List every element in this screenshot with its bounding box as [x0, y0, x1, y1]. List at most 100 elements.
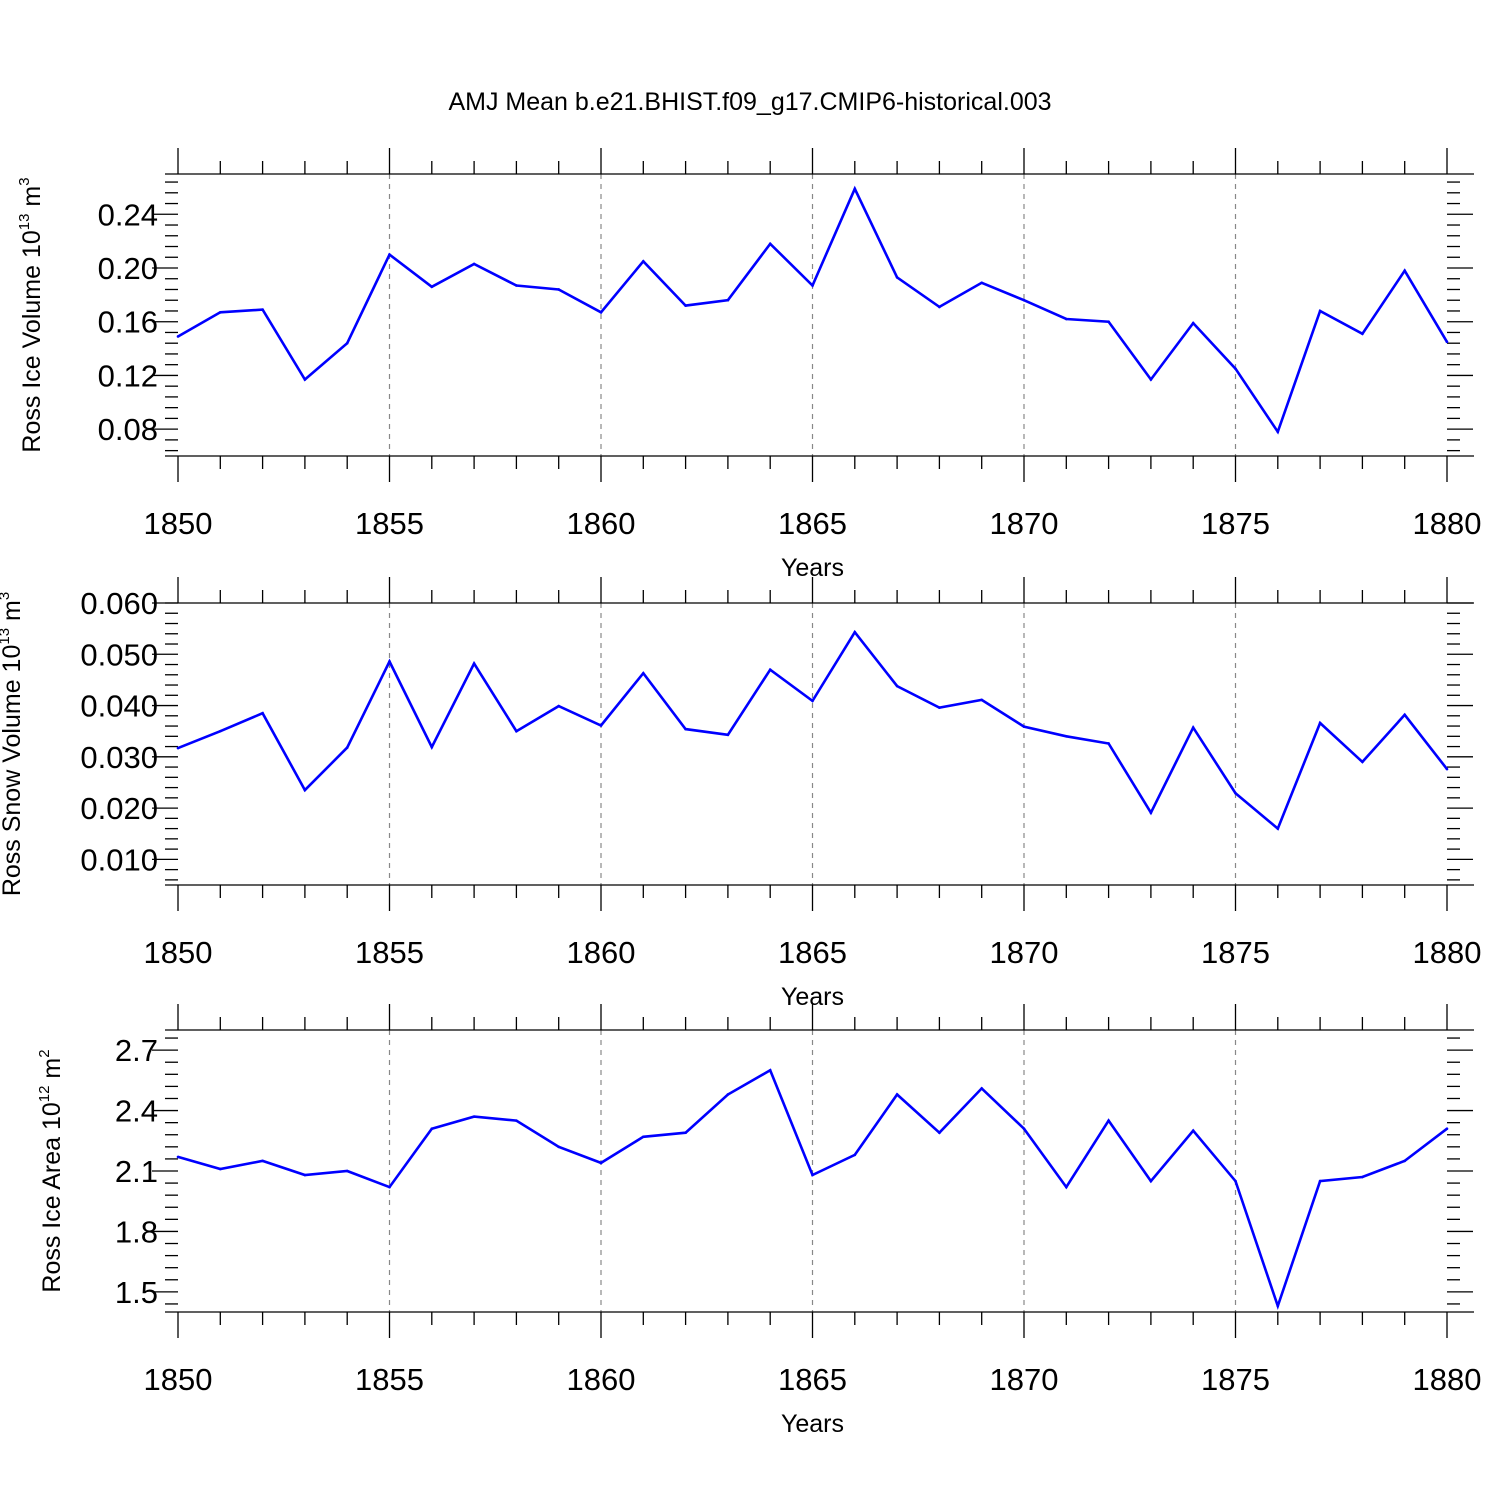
data-point	[599, 311, 603, 314]
x-tick-label: 1860	[567, 1362, 636, 1397]
data-point	[345, 341, 349, 345]
data-point	[261, 711, 264, 715]
data-point	[1191, 726, 1195, 729]
data-point	[726, 733, 730, 737]
y-axis-title-unit-exponent: 3	[16, 177, 33, 185]
x-tick-label: 1870	[990, 506, 1059, 541]
x-tick-label: 1860	[567, 935, 636, 970]
data-point	[1445, 340, 1449, 344]
x-tick-label: 1855	[355, 935, 424, 970]
data-point	[1276, 430, 1280, 434]
y-tick-label: 0.040	[80, 689, 158, 724]
y-tick-label: 0.060	[80, 586, 158, 621]
x-tick-label: 1870	[990, 935, 1059, 970]
data-point	[684, 304, 687, 307]
data-point	[472, 1115, 476, 1118]
y-axis-title: Ross Ice Area 1012 m2	[36, 1049, 66, 1292]
data-point	[1234, 367, 1237, 371]
y-tick-label: 0.20	[98, 251, 158, 286]
data-point	[515, 284, 518, 287]
data-point	[1065, 317, 1068, 321]
data-point	[938, 1131, 941, 1135]
data-point	[1361, 332, 1364, 336]
data-point	[1022, 1127, 1026, 1130]
data-point	[938, 305, 941, 309]
y-tick-label: 0.010	[80, 842, 158, 877]
data-point	[642, 671, 645, 675]
data-point	[1022, 725, 1026, 728]
data-point	[1318, 309, 1322, 313]
data-point	[388, 253, 391, 256]
panel-ross-ice-volume: 0.08 0.12 0.16 0.20 0.24 1850 1855 1860 1865 1870…	[16, 148, 1481, 582]
data-point	[176, 746, 180, 750]
data-point	[1149, 811, 1153, 815]
data-point	[219, 311, 222, 314]
data-point	[768, 1068, 772, 1072]
data-point	[980, 1087, 983, 1090]
y-axis-title: Ross Ice Volume 1013 m3	[16, 177, 46, 452]
data-point	[853, 630, 857, 634]
data-point	[980, 281, 983, 285]
x-tick-label: 1865	[778, 1362, 847, 1397]
data-point	[1107, 742, 1110, 745]
data-point	[1107, 1119, 1110, 1122]
data-point	[599, 724, 603, 727]
data-point	[219, 729, 222, 733]
figure-title: AMJ Mean b.e21.BHIST.f09_g17.CMIP6-histo…	[448, 88, 1051, 116]
x-tick-label: 1850	[144, 506, 213, 541]
data-point	[895, 684, 899, 688]
data-point	[980, 698, 983, 702]
y-axis-title-prefix: Ross Ice Volume 10	[18, 230, 46, 452]
data-point	[1234, 1179, 1237, 1183]
panel-ross-snow-volume: 0.010 0.020 0.030 0.040 0.050 0.060 1850 1855 18…	[0, 577, 1481, 1011]
data-point	[895, 276, 899, 279]
x-tick-label: 1865	[778, 506, 847, 541]
data-point	[1107, 320, 1110, 324]
y-axis-title-exponent: 13	[0, 628, 13, 645]
x-tick-label: 1850	[144, 1362, 213, 1397]
y-tick-label: 2.4	[115, 1094, 158, 1129]
data-point	[345, 746, 349, 749]
y-axis-title: Ross Snow Volume 1013 m3	[0, 592, 26, 896]
x-tick-label: 1875	[1201, 935, 1270, 970]
data-point	[1403, 713, 1406, 717]
data-point	[303, 378, 307, 381]
data-point	[303, 788, 307, 792]
data-point	[1361, 760, 1364, 764]
data-point	[1191, 1129, 1195, 1133]
data-point	[388, 1185, 391, 1189]
data-point	[1276, 1304, 1280, 1308]
data-point	[1445, 1127, 1449, 1130]
data-point	[430, 745, 434, 749]
x-tick-label: 1875	[1201, 1362, 1270, 1397]
x-tick-label: 1880	[1413, 935, 1482, 970]
y-tick-label: 0.030	[80, 740, 158, 775]
data-point	[1234, 791, 1237, 795]
data-point	[768, 242, 772, 246]
data-point	[430, 1127, 434, 1130]
data-point	[811, 1173, 814, 1177]
data-point	[938, 706, 941, 709]
data-point	[684, 1131, 687, 1135]
y-axis-title-unit: m	[18, 186, 46, 214]
y-tick-label: 0.08	[98, 412, 158, 447]
panel-ross-ice-area: 1.5 1.8 2.1 2.4 2.7 1850 1855 1860 1865 1870 1875 1…	[36, 1004, 1481, 1438]
data-point	[472, 662, 476, 665]
data-point	[1318, 1179, 1322, 1183]
y-axis-title-prefix: Ross Ice Area 10	[38, 1102, 66, 1292]
y-axis-title-exponent: 12	[36, 1086, 53, 1103]
x-tick-label: 1855	[355, 1362, 424, 1397]
y-axis-title-unit: m	[38, 1058, 66, 1086]
data-point	[176, 335, 180, 338]
data-point	[1149, 378, 1153, 381]
y-tick-label: 0.050	[80, 637, 158, 672]
x-tick-label: 1880	[1413, 1362, 1482, 1397]
data-point	[1149, 1179, 1153, 1183]
data-point	[515, 1119, 518, 1122]
data-point	[557, 1145, 560, 1149]
data-point	[430, 285, 434, 289]
data-point	[1318, 721, 1322, 725]
data-point	[895, 1093, 899, 1096]
data-point	[388, 660, 391, 663]
